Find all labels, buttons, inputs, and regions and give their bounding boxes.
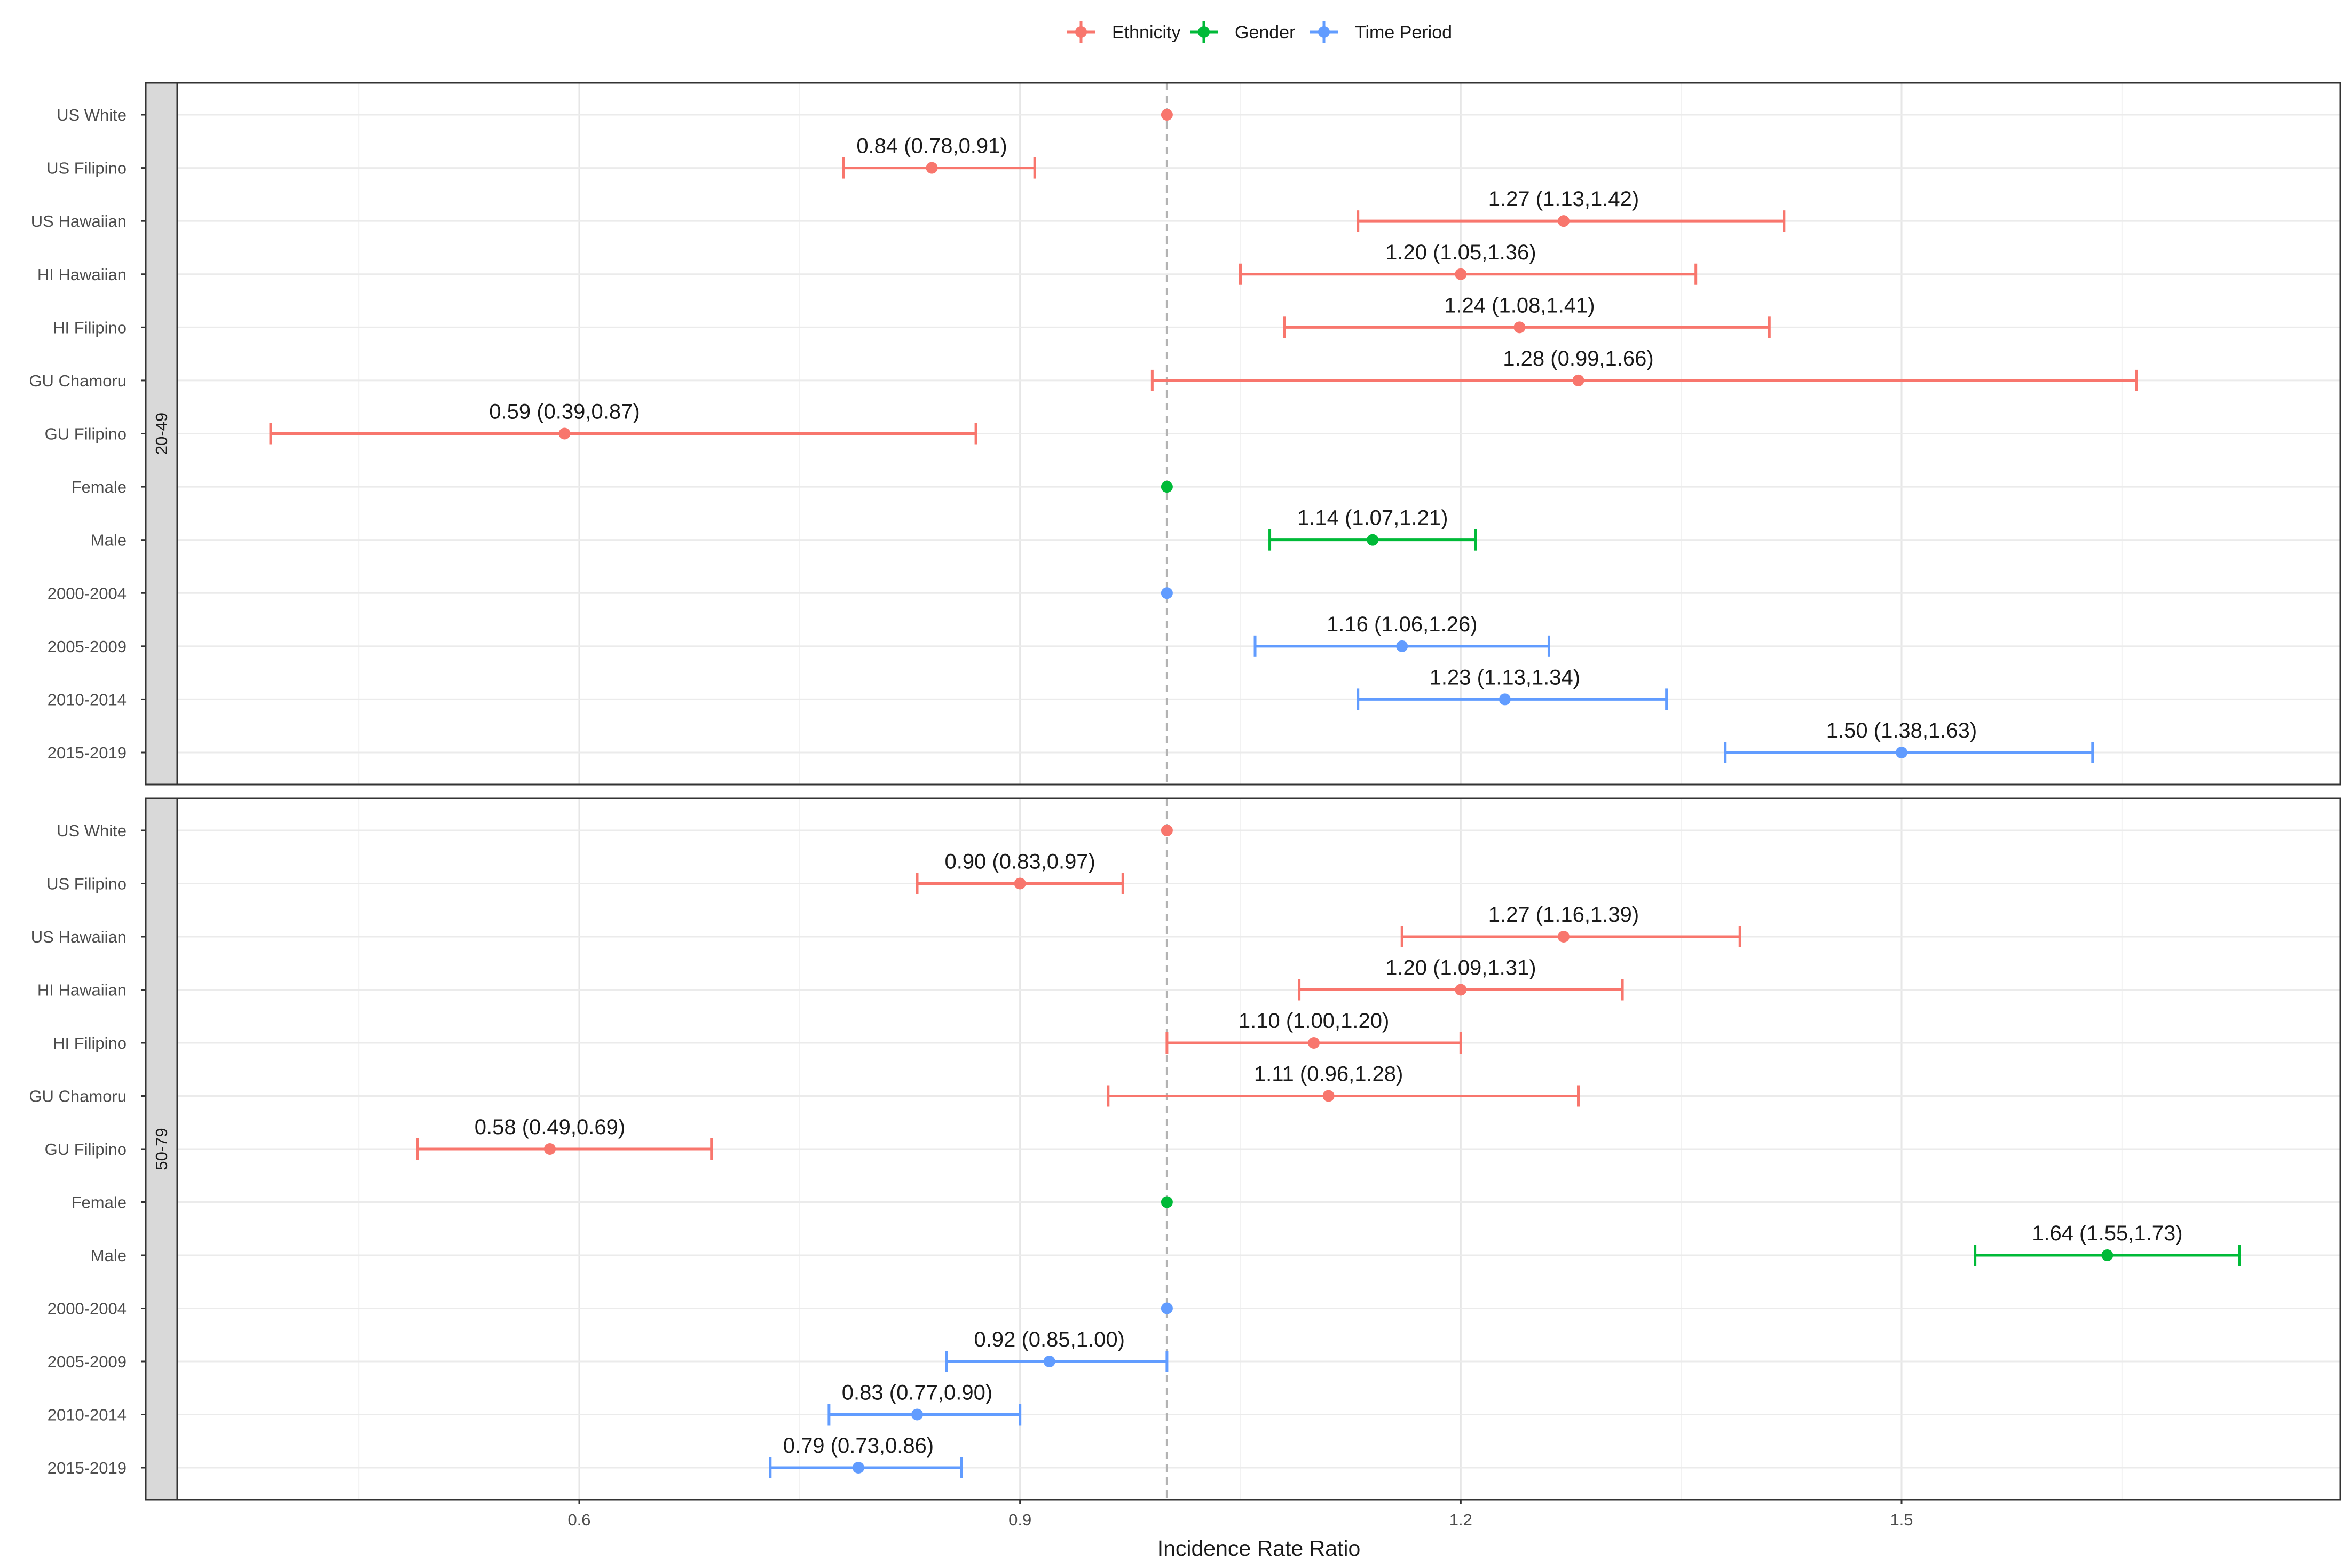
y-tick-label: Female — [72, 1193, 127, 1212]
estimate-label: 1.27 (1.16,1.39) — [1488, 903, 1639, 926]
y-tick-label: Male — [91, 531, 127, 550]
legend-label: Ethnicity — [1112, 22, 1181, 43]
legend: Ethnicity Gender Time Period — [1067, 21, 1452, 43]
estimate-point — [1043, 1356, 1055, 1367]
estimate-point — [926, 162, 938, 174]
estimate-point — [1161, 1196, 1173, 1208]
estimate-label: 1.11 (0.96,1.28) — [1254, 1063, 1403, 1086]
y-tick-label: 2000-2004 — [48, 1300, 127, 1318]
estimate-label: 1.28 (0.99,1.66) — [1503, 347, 1653, 370]
y-tick-label: US Filipino — [46, 159, 127, 178]
x-tick-label: 1.2 — [1449, 1510, 1472, 1529]
estimate-point — [1308, 1037, 1320, 1049]
y-tick-label: 2005-2009 — [48, 637, 127, 656]
estimate-point — [1161, 481, 1173, 493]
estimate-point — [1322, 1090, 1335, 1102]
panel-50-79: 50-79 US White US Filipino 0.90 (0.83,0.97)… — [29, 797, 2341, 1501]
estimate-label: 1.23 (1.13,1.34) — [1430, 666, 1580, 689]
estimate-label: 1.16 (1.06,1.26) — [1327, 613, 1477, 636]
estimate-label: 1.10 (1.00,1.20) — [1239, 1009, 1389, 1033]
estimate-label: 0.83 (0.77,0.90) — [842, 1381, 992, 1405]
y-tick-label: 2015-2019 — [48, 743, 127, 762]
estimate-point — [911, 1408, 924, 1421]
y-tick-label: HI Filipino — [53, 318, 127, 337]
y-tick-label: US Filipino — [46, 875, 127, 893]
estimate-point — [1572, 374, 1584, 386]
estimate-point — [1557, 931, 1570, 943]
x-tick-label: 0.9 — [1008, 1510, 1031, 1529]
estimate-label: 0.58 (0.49,0.69) — [475, 1115, 625, 1139]
facet-strip-label: 50-79 — [152, 1128, 171, 1170]
y-tick-label: HI Filipino — [53, 1034, 127, 1052]
estimate-point — [1367, 534, 1379, 546]
legend-key-point — [1318, 26, 1330, 38]
y-tick-label: US Hawaiian — [31, 928, 127, 946]
estimate-label: 1.24 (1.08,1.41) — [1444, 294, 1595, 317]
facet-strip-label: 20-49 — [152, 413, 171, 455]
y-tick-label: 2015-2019 — [48, 1459, 127, 1477]
estimate-point — [1455, 984, 1467, 996]
panel-border — [176, 797, 2341, 1501]
estimate-label: 1.20 (1.09,1.31) — [1385, 956, 1536, 980]
y-tick-label: GU Filipino — [45, 425, 127, 444]
y-tick-label: US White — [57, 821, 127, 840]
y-tick-label: 2000-2004 — [48, 584, 127, 603]
y-tick-label: Female — [72, 478, 127, 496]
estimate-label: 0.92 (0.85,1.00) — [974, 1328, 1125, 1351]
x-axis: 0.6 0.9 1.2 1.5 Incidence Rate Ratio — [567, 1500, 1913, 1561]
y-tick-label: HI Hawaiian — [37, 265, 127, 284]
y-tick-label: US Hawaiian — [31, 212, 127, 231]
estimate-point — [558, 427, 571, 440]
x-tick-label: 1.5 — [1890, 1510, 1913, 1529]
estimate-label: 1.64 (1.55,1.73) — [2032, 1222, 2182, 1245]
y-tick-label: 2010-2014 — [48, 1406, 127, 1424]
estimate-point — [1455, 268, 1467, 280]
legend-label: Time Period — [1355, 22, 1452, 43]
y-tick-label: 2005-2009 — [48, 1352, 127, 1371]
estimate-point — [1161, 587, 1173, 599]
legend-key-point — [1198, 26, 1210, 38]
estimate-point — [1896, 747, 1907, 758]
estimate-point — [1161, 825, 1173, 836]
y-tick-label: Male — [91, 1246, 127, 1265]
estimate-label: 0.59 (0.39,0.87) — [489, 400, 640, 424]
y-tick-label: GU Chamoru — [29, 1087, 127, 1106]
estimate-label: 0.90 (0.83,0.97) — [944, 850, 1095, 874]
x-axis-title: Incidence Rate Ratio — [1157, 1536, 1361, 1561]
panel-border — [176, 82, 2341, 786]
estimate-point — [1499, 693, 1511, 706]
estimate-point — [1513, 321, 1526, 334]
estimate-point — [1161, 1302, 1173, 1314]
estimate-point — [1161, 109, 1173, 121]
estimate-label: 0.84 (0.78,0.91) — [856, 134, 1007, 158]
x-tick-label: 0.6 — [567, 1510, 590, 1529]
y-tick-label: US White — [57, 106, 127, 124]
estimate-point — [543, 1143, 556, 1155]
y-tick-label: GU Filipino — [45, 1140, 127, 1159]
estimate-label: 0.79 (0.73,0.86) — [783, 1434, 934, 1458]
estimate-point — [1014, 877, 1026, 890]
estimate-label: 1.20 (1.05,1.36) — [1385, 241, 1536, 264]
y-tick-label: 2010-2014 — [48, 690, 127, 709]
estimate-label: 1.27 (1.13,1.42) — [1488, 187, 1639, 211]
legend-key-point — [1075, 26, 1087, 38]
estimate-point — [852, 1462, 864, 1474]
legend-label: Gender — [1235, 22, 1295, 43]
panel-20-49: 20-49 US White US Filipino 0.84 (0.78,0.91)… — [29, 82, 2341, 786]
estimate-point — [1396, 640, 1408, 652]
y-tick-label: HI Hawaiian — [37, 981, 127, 1000]
y-tick-label: GU Chamoru — [29, 371, 127, 390]
estimate-point — [1557, 215, 1570, 227]
estimate-label: 1.50 (1.38,1.63) — [1826, 719, 1977, 742]
estimate-label: 1.14 (1.07,1.21) — [1297, 506, 1448, 530]
estimate-point — [2101, 1249, 2114, 1261]
panels: 20-49 US White US Filipino 0.84 (0.78,0.91)… — [29, 82, 2341, 1501]
